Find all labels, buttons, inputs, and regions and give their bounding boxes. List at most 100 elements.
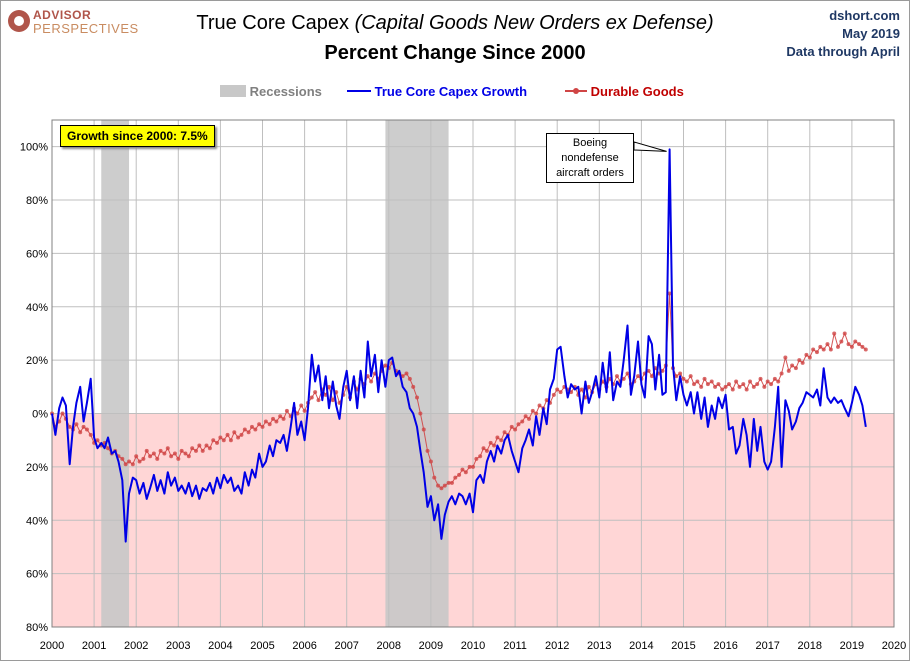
durable-goods-point <box>776 379 781 384</box>
durable-goods-point <box>263 419 268 424</box>
durable-goods-point <box>141 456 146 461</box>
durable-goods-point <box>800 360 805 365</box>
durable-goods-point <box>492 443 497 448</box>
durable-goods-point <box>60 411 65 416</box>
x-tick-label: 2014 <box>629 640 653 652</box>
source-through: Data through April <box>786 44 900 59</box>
durable-goods-point <box>551 392 556 397</box>
y-tick-label: 20% <box>26 462 48 474</box>
x-tick-label: 2008 <box>377 640 401 652</box>
durable-goods-point <box>404 371 409 376</box>
durable-goods-point <box>204 443 209 448</box>
durable-goods-point <box>811 347 816 352</box>
y-tick-label: 20% <box>26 355 48 367</box>
durable-goods-point <box>769 382 774 387</box>
boeing-callout-pointer <box>633 141 667 152</box>
durable-goods-point <box>621 376 626 381</box>
legend-recessions: Recessions <box>220 84 322 99</box>
durable-goods-point <box>169 454 174 459</box>
durable-goods-point <box>257 422 262 427</box>
durable-goods-point <box>162 451 167 456</box>
durable-goods-point <box>207 446 212 451</box>
durable-goods-point <box>130 462 135 467</box>
durable-goods-point <box>828 347 833 352</box>
durable-goods-point <box>253 427 258 432</box>
durable-goods-point <box>481 446 486 451</box>
durable-goods-point <box>225 432 230 437</box>
durable-goods-point <box>530 408 535 413</box>
x-tick-label: 2001 <box>82 640 106 652</box>
durable-goods-point <box>495 435 500 440</box>
durable-goods-point <box>260 424 265 429</box>
durable-goods-point <box>218 435 223 440</box>
durable-goods-point <box>457 472 462 477</box>
durable-goods-point <box>84 427 89 432</box>
durable-goods-point <box>734 379 739 384</box>
recession-band-1 <box>101 120 130 627</box>
durable-goods-point <box>723 384 728 389</box>
durable-goods-point <box>836 344 841 349</box>
durable-goods-point <box>804 352 809 357</box>
durable-goods-point <box>825 342 830 347</box>
x-tick-label: 2011 <box>503 640 527 652</box>
durable-goods-point <box>242 427 247 432</box>
durable-goods-point <box>120 456 125 461</box>
legend-durable-label: Durable Goods <box>590 84 684 99</box>
durable-goods-point <box>772 376 777 381</box>
durable-goods-point <box>523 414 528 419</box>
durable-goods-point <box>144 448 149 453</box>
durable-goods-point <box>81 424 86 429</box>
advisor-perspectives-logo: ADVISOR PERSPECTIVES <box>8 8 143 38</box>
x-tick-label: 2018 <box>798 640 822 652</box>
durable-goods-point <box>667 291 672 296</box>
durable-goods-point <box>513 427 518 432</box>
legend-durable-swatch <box>565 88 587 94</box>
legend-capex: True Core Capex Growth <box>347 84 527 99</box>
durable-goods-point <box>709 379 714 384</box>
durable-goods-point <box>818 344 823 349</box>
durable-goods-point <box>716 382 721 387</box>
durable-goods-point <box>636 374 641 379</box>
durable-goods-point <box>692 382 697 387</box>
durable-goods-point <box>284 408 289 413</box>
durable-goods-point <box>748 379 753 384</box>
durable-goods-point <box>857 342 862 347</box>
y-tick-label: 60% <box>26 569 48 581</box>
durable-goods-point <box>432 475 437 480</box>
durable-goods-point <box>278 414 283 419</box>
durable-goods-point <box>695 379 700 384</box>
growth-box: Growth since 2000: 7.5% <box>60 125 215 147</box>
durable-goods-point <box>821 347 826 352</box>
durable-goods-point <box>221 438 226 443</box>
x-tick-label: 2012 <box>545 640 569 652</box>
durable-goods-point <box>625 371 630 376</box>
durable-goods-point <box>737 384 742 389</box>
durable-goods-point <box>705 382 710 387</box>
x-tick-label: 2010 <box>461 640 485 652</box>
durable-goods-point <box>555 387 560 392</box>
y-tick-label: 60% <box>26 248 48 260</box>
durable-goods-point <box>176 456 181 461</box>
durable-goods-point <box>193 448 198 453</box>
x-tick-label: 2020 <box>882 640 906 652</box>
durable-goods-point <box>755 382 760 387</box>
durable-goods-point <box>411 384 416 389</box>
durable-goods-point <box>186 454 191 459</box>
x-tick-label: 2016 <box>713 640 737 652</box>
logo-line1: ADVISOR <box>33 8 92 22</box>
boeing-annotation: Boeing nondefense aircraft orders <box>546 133 634 183</box>
durable-goods-point <box>674 374 679 379</box>
durable-goods-point <box>520 419 525 424</box>
durable-goods-point <box>741 382 746 387</box>
durable-goods-point <box>95 438 100 443</box>
durable-goods-point <box>449 480 454 485</box>
x-tick-label: 2007 <box>334 640 358 652</box>
boeing-line2: nondefense <box>561 152 619 164</box>
durable-goods-point <box>281 416 286 421</box>
durable-goods-point <box>74 422 79 427</box>
durable-goods-point <box>853 339 858 344</box>
durable-goods-point <box>249 424 254 429</box>
durable-goods-point <box>151 451 156 456</box>
durable-goods-point <box>148 454 153 459</box>
durable-goods-point <box>488 440 493 445</box>
